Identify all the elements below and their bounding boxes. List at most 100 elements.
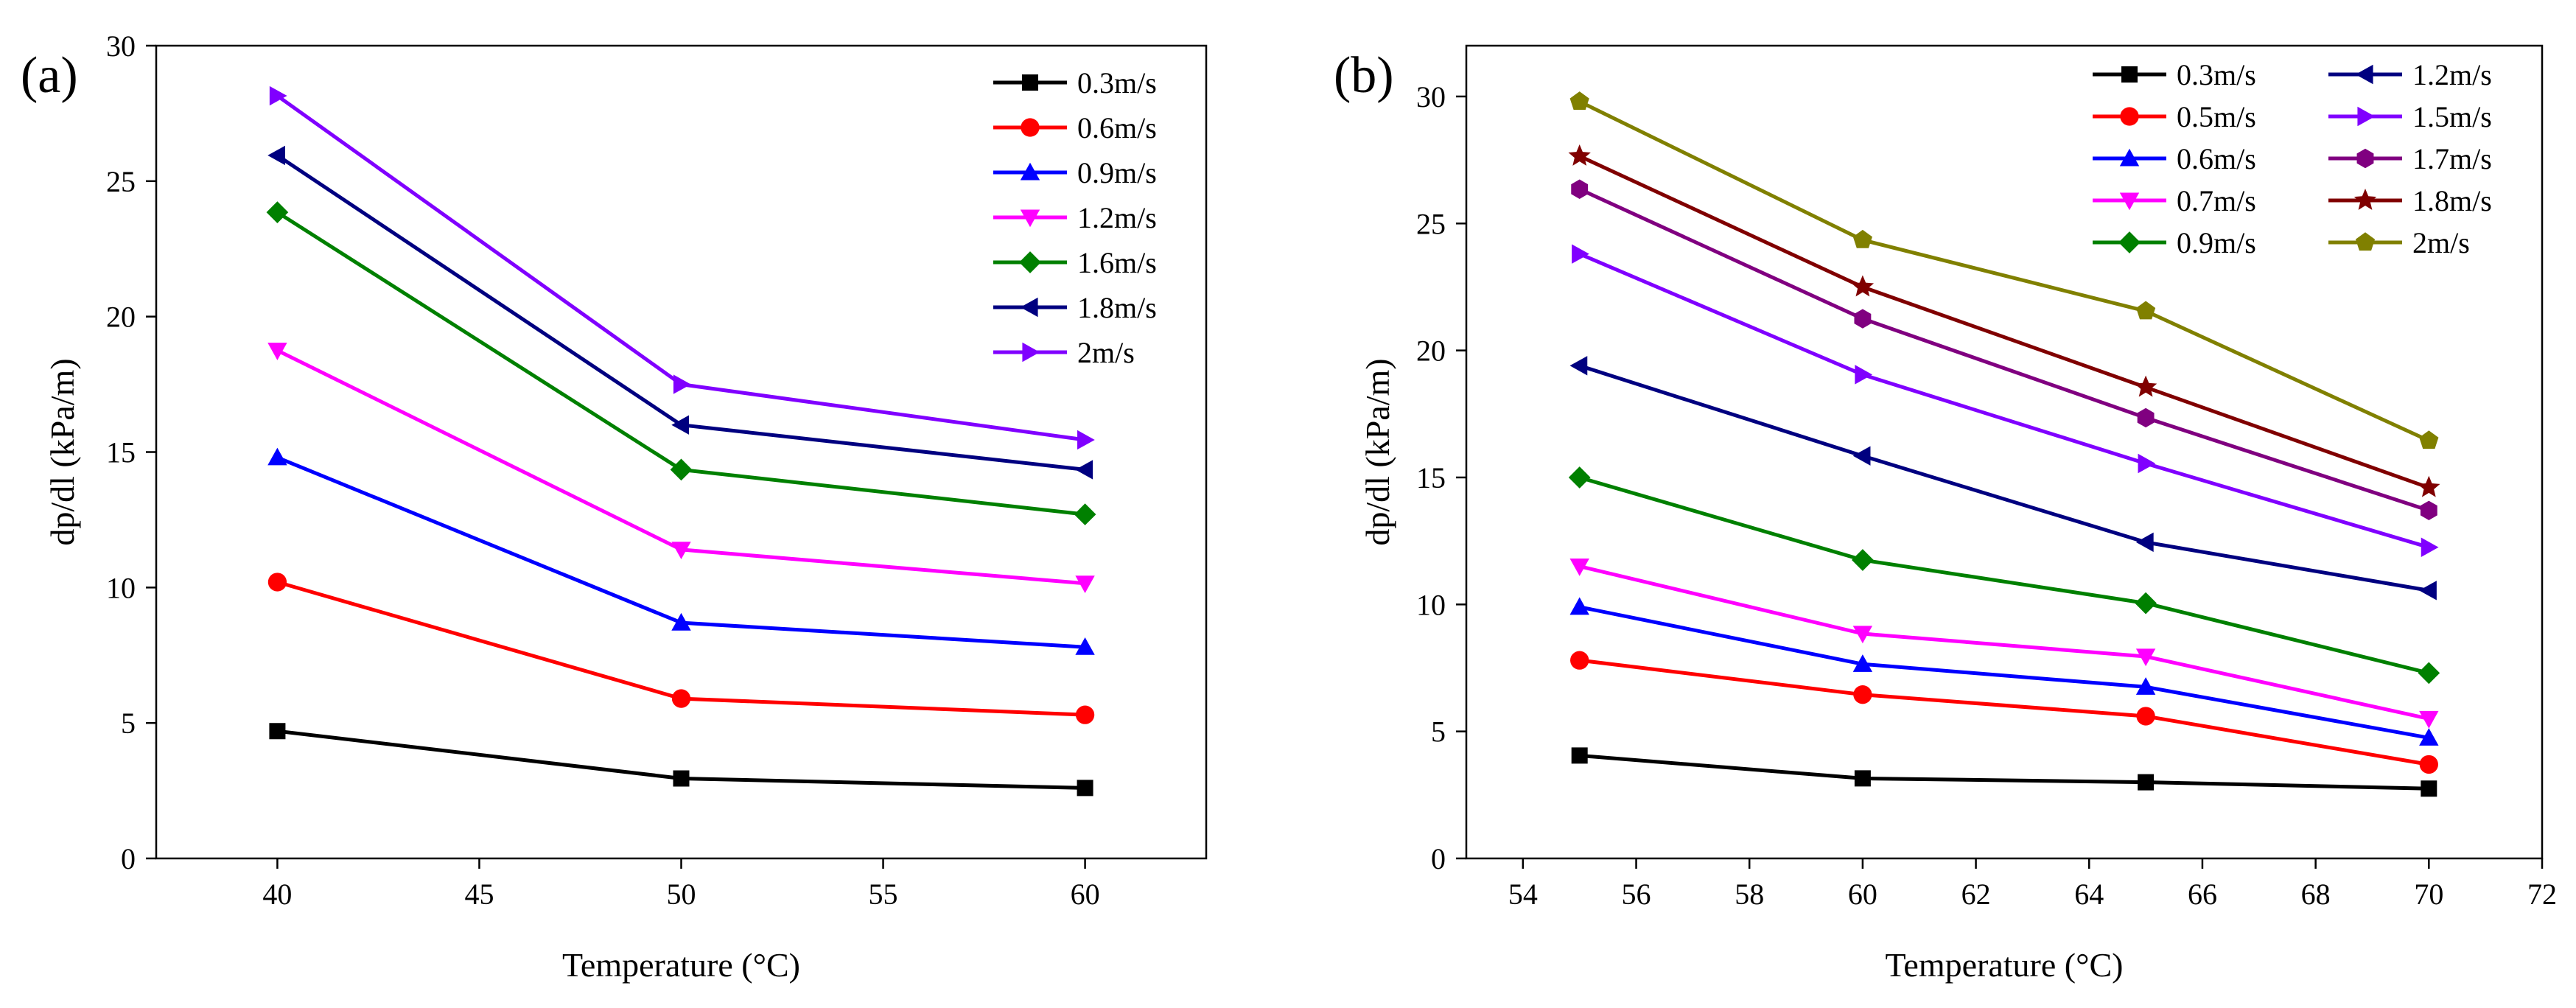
data-point (1852, 549, 1874, 571)
data-point (2419, 710, 2439, 729)
data-point (1074, 503, 1096, 525)
legend-item: 2m/s (2328, 226, 2470, 259)
series-1.2m/s (1569, 356, 2437, 601)
legend-label: 2m/s (2412, 226, 2470, 259)
y-tick-label: 10 (106, 571, 136, 604)
data-point (267, 145, 285, 166)
data-point (1570, 651, 1589, 670)
legend-item: 1.2m/s (2328, 58, 2492, 91)
x-tick-label: 64 (2074, 878, 2104, 911)
data-point (2420, 500, 2437, 520)
data-point (1851, 275, 1875, 297)
data-point (2419, 430, 2439, 449)
data-point (1075, 460, 1093, 480)
y-tick-label: 30 (106, 29, 136, 63)
x-tick-label: 62 (1961, 878, 1991, 911)
series-0.6m/s (1569, 597, 2439, 746)
data-point (1568, 144, 1591, 166)
legend: 0.3m/s 0.5m/s 0.6m/s 0.7m/s 0.9m/s 1.2m/s 1.5m… (2093, 58, 2492, 259)
data-point (2134, 375, 2157, 397)
legend-item: 0.9m/s (993, 156, 1157, 189)
data-point (2137, 407, 2155, 428)
panel-a-chart: 40 45 50 55 60 0 5 10 15 20 25 30 Temperature (°C) dp… (21, 29, 1208, 984)
legend-marker (2119, 148, 2140, 167)
plot-frame (1465, 44, 2544, 860)
series-line (1579, 753, 2429, 791)
data-point (1854, 770, 1871, 787)
legend-label: 1.6m/s (1077, 246, 1157, 279)
legend-label: 0.3m/s (1077, 66, 1157, 99)
legend-item: 1.8m/s (993, 291, 1157, 324)
data-point (1571, 747, 1588, 764)
x-tick-label: 68 (2301, 878, 2331, 911)
panel-b-chart: 54 56 58 60 62 64 66 68 70 72 0 5 10 15 20 25 30 Temperat… (1334, 44, 2557, 984)
series-line (1578, 363, 2429, 592)
data-point (2138, 774, 2155, 791)
legend-label: 1.8m/s (1077, 291, 1157, 324)
legend-label: 0.3m/s (2177, 58, 2256, 91)
legend-item: 0.6m/s (993, 111, 1157, 144)
legend-label: 1.8m/s (2412, 184, 2492, 217)
series-line (1579, 564, 2429, 721)
x-tick-label: 72 (2527, 878, 2557, 911)
data-point (671, 542, 691, 560)
data-point (1572, 244, 1589, 264)
legend-item: 1.5m/s (2328, 100, 2492, 133)
data-point (2136, 707, 2155, 726)
x-axis-title: Temperature (°C) (1886, 946, 2124, 984)
legend-item: 0.3m/s (2093, 58, 2256, 91)
data-point (673, 770, 690, 787)
legend-marker (2355, 64, 2373, 85)
series-1.6m/s (266, 201, 1096, 525)
data-point (1854, 309, 1872, 329)
legend-item: 0.3m/s (993, 66, 1157, 99)
data-point (1853, 685, 1872, 704)
x-tick-label: 50 (667, 878, 696, 911)
y-axis-title: dp/dl (kPa/m) (1359, 358, 1396, 545)
legend-label: 1.2m/s (2412, 58, 2492, 91)
series-0.7m/s (1569, 559, 2439, 729)
series-1.7m/s (1571, 179, 2437, 520)
data-point (1075, 575, 1095, 594)
legend-item: 0.9m/s (2093, 226, 2256, 259)
series-1.8m/s (267, 145, 1093, 480)
legend-marker (1021, 118, 1040, 137)
y-axis-title: dp/dl (kPa/m) (43, 358, 81, 545)
data-point (2135, 648, 2156, 667)
data-point (671, 415, 690, 435)
series-2m/s (269, 85, 1095, 450)
data-point (2419, 581, 2437, 601)
data-point (266, 201, 289, 223)
legend-item: 1.8m/s (2328, 184, 2492, 217)
data-point (1075, 637, 1095, 655)
data-point (2418, 475, 2440, 497)
legend-marker (2355, 232, 2376, 251)
series-line (1579, 658, 2429, 766)
data-point (2421, 780, 2437, 797)
data-point (2135, 592, 2157, 615)
data-point (1569, 91, 1589, 110)
series-0.5m/s (1570, 651, 2438, 774)
legend-marker (1019, 251, 1041, 273)
data-point (1852, 229, 1872, 248)
x-tick-label: 60 (1848, 878, 1877, 911)
y-tick-label: 5 (121, 707, 136, 740)
legend-label: 0.9m/s (2177, 226, 2256, 259)
data-point (1569, 559, 1589, 576)
data-point (2419, 728, 2439, 746)
x-axis-title: Temperature (°C) (562, 946, 800, 984)
data-point (269, 85, 287, 106)
data-point (269, 723, 286, 740)
y-tick-label: 20 (106, 301, 136, 334)
y-tick-label: 15 (106, 436, 136, 469)
panel-label: (b) (1334, 47, 1394, 104)
x-tick-label: 66 (2188, 878, 2217, 911)
y-tick-label: 30 (1416, 80, 1446, 113)
legend-marker (1020, 162, 1040, 181)
legend-marker (2119, 192, 2140, 211)
x-tick-label: 54 (1508, 878, 1538, 911)
data-point (673, 374, 691, 394)
legend-label: 0.9m/s (1077, 156, 1157, 189)
series-line (1578, 154, 2430, 490)
